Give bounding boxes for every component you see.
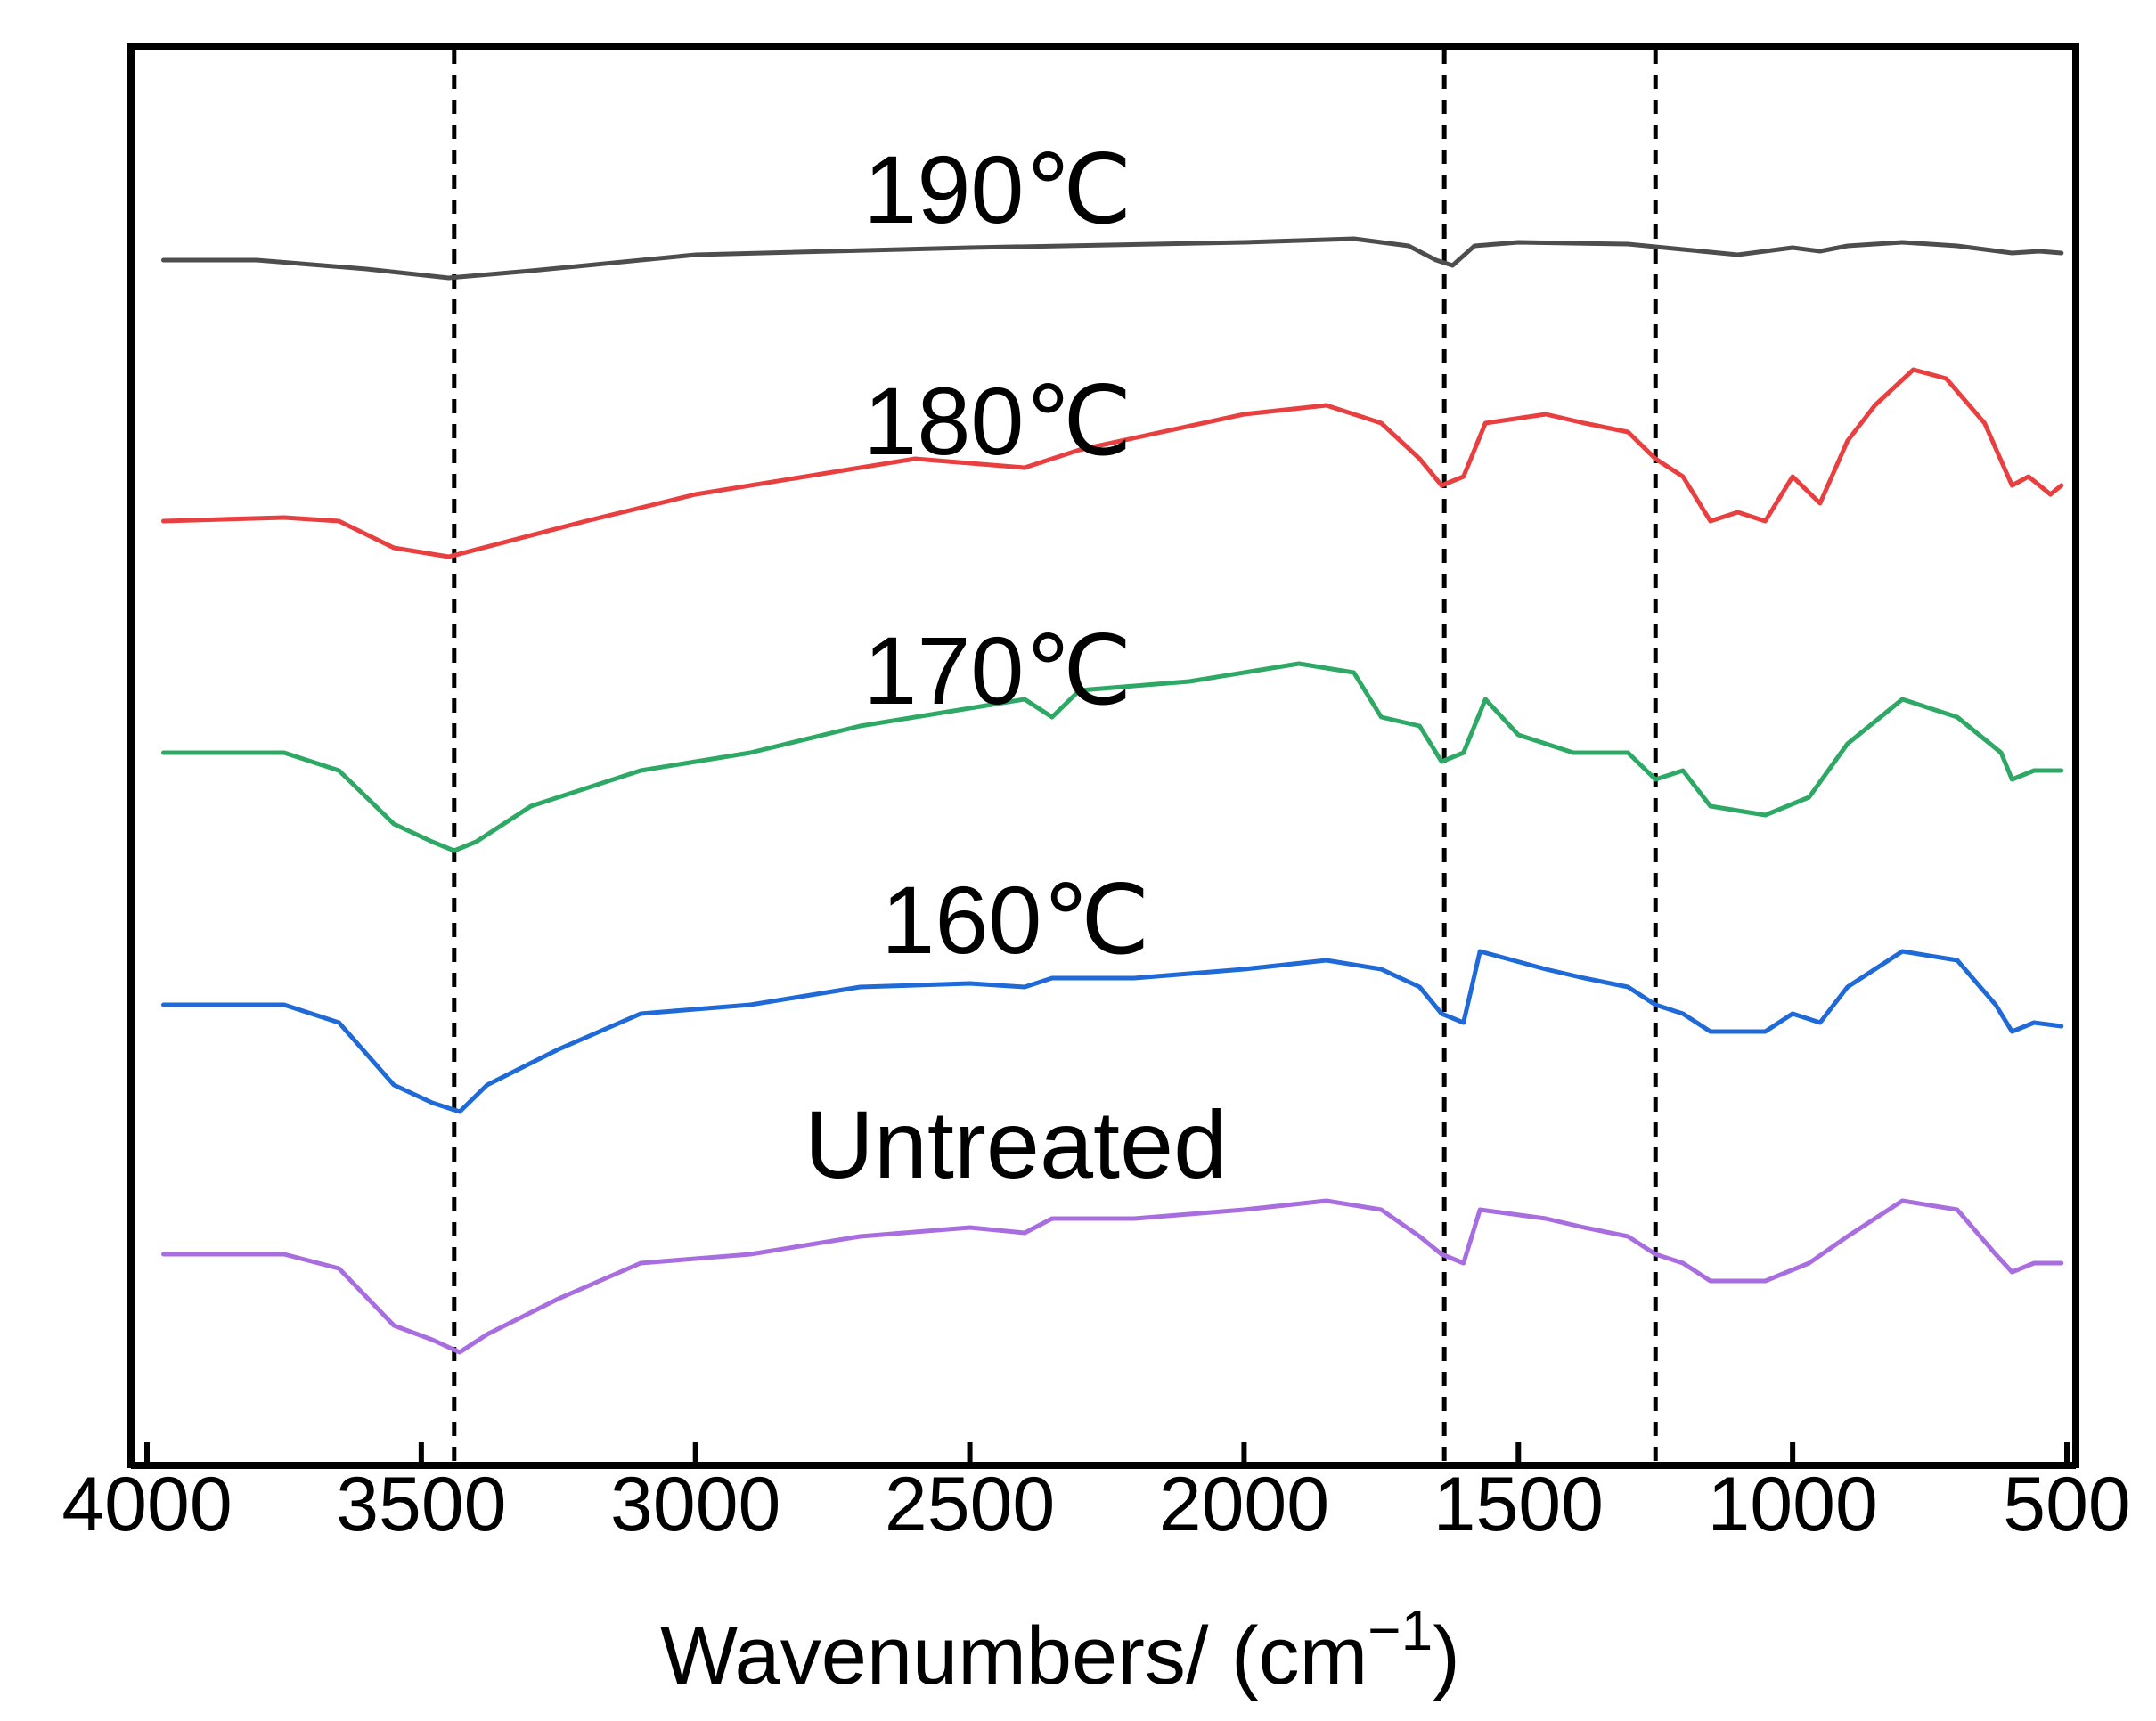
series-label-1: 190℃ [863,135,1131,243]
series-label-2: 180℃ [863,367,1131,475]
x-tick-label-500: 500 [2003,1462,2131,1547]
series-line-3 [161,661,2064,853]
series-lines [161,236,2064,1355]
series-line-1 [161,236,2064,281]
series-label-4: 160℃ [881,866,1149,974]
series-line-4 [161,949,2064,1114]
reference-lines [452,50,1658,1462]
x-tick-label-4000: 4000 [61,1462,232,1547]
series-labels: 190℃ 180℃ 170℃ 160℃ Untreated [804,135,1227,1198]
x-axis-title: Wavenumbers/ (cm−1) [660,1598,1460,1701]
x-axis-tick-labels: 4000 3500 3000 2500 2000 1500 1000 500 [61,1462,2130,1547]
x-tick-label-3000: 3000 [610,1462,780,1547]
series-line-2 [161,367,2064,559]
x-axis-ticks [144,1442,2070,1465]
series-line-5 [161,1198,2064,1355]
x-tick-label-3500: 3500 [336,1462,506,1547]
x-tick-label-1000: 1000 [1707,1462,1877,1547]
series-label-3: 170℃ [863,616,1131,724]
x-tick-label-2500: 2500 [885,1462,1055,1547]
plot-frame [127,43,2079,1469]
x-axis-title-main: Wavenumbers/ (cm [660,1611,1368,1701]
x-tick-label-2000: 2000 [1159,1462,1329,1547]
x-axis-title-superscript: −1 [1368,1598,1433,1662]
series-label-5: Untreated [804,1090,1227,1198]
x-axis-title-suffix: ) [1433,1611,1460,1701]
x-tick-label-1500: 1500 [1433,1462,1604,1547]
